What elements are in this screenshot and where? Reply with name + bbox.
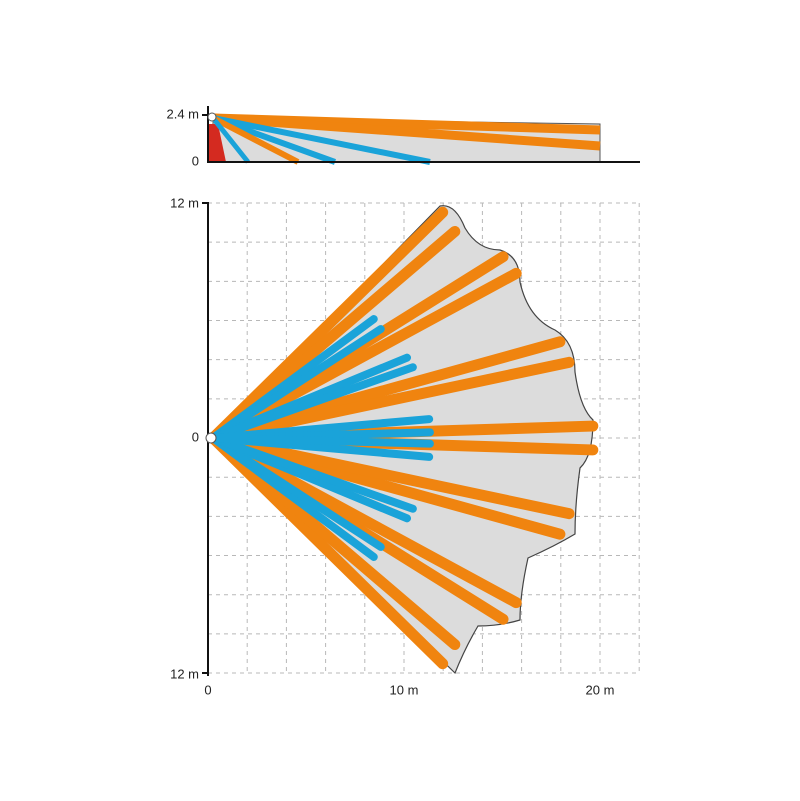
side-view: 2.4 m 0: [166, 106, 640, 168]
side-beams: [211, 113, 601, 165]
x-label: 20 m: [586, 682, 615, 697]
y-label: 12 m: [170, 666, 199, 681]
beam: [207, 432, 522, 609]
side-blind-zone: [208, 124, 226, 162]
beam: [209, 434, 417, 513]
beam: [209, 434, 385, 551]
y-label: 0: [192, 429, 199, 444]
y-label: 2.4 m: [166, 106, 199, 121]
beams: [207, 206, 599, 670]
beam: [207, 356, 575, 444]
y-label: 0: [192, 153, 199, 168]
sensor: [205, 432, 217, 444]
beam: [211, 116, 250, 164]
x-label: 10 m: [390, 682, 419, 697]
beam: [209, 434, 434, 448]
beam: [209, 363, 417, 442]
x-label: 0: [204, 682, 211, 697]
beam: [212, 115, 431, 165]
beam: [207, 432, 575, 520]
sensor: [207, 112, 217, 122]
beam: [212, 113, 601, 151]
beam: [207, 267, 522, 444]
y-label: 12 m: [170, 195, 199, 210]
beam: [211, 115, 300, 165]
beam: [209, 325, 385, 442]
